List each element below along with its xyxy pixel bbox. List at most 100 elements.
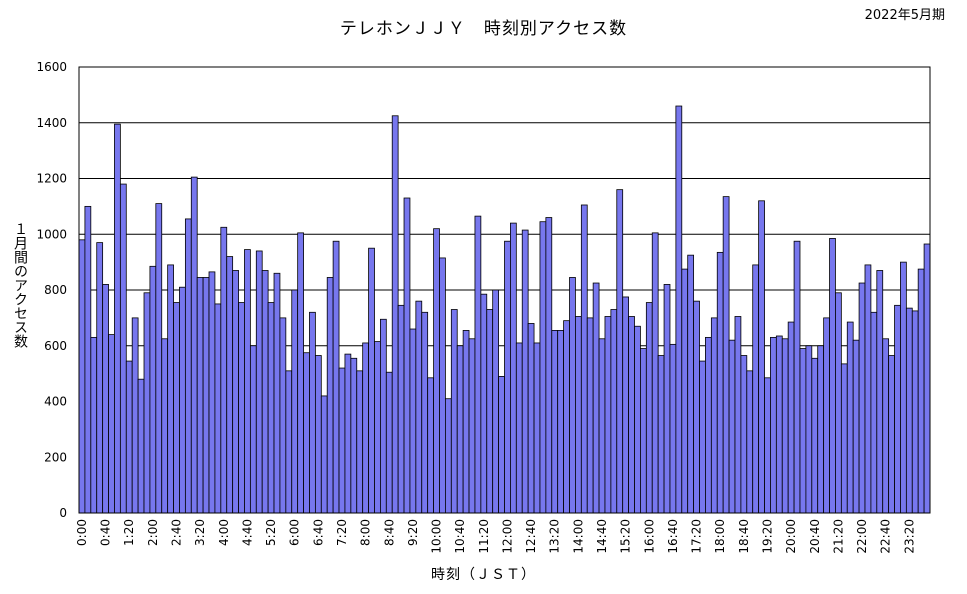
bar: [226, 256, 234, 514]
bar: [397, 304, 405, 514]
bar: [167, 264, 174, 514]
x-tick-label: 18:00: [713, 519, 727, 554]
bar: [669, 343, 677, 514]
bar: [385, 371, 393, 514]
bar: [805, 345, 813, 514]
bar: [598, 338, 606, 514]
bar: [504, 240, 511, 514]
x-tick-label: 0:00: [75, 519, 89, 546]
bar: [580, 204, 588, 514]
bar: [716, 251, 724, 514]
bar: [480, 293, 488, 514]
x-tick-label: 8:40: [382, 519, 396, 546]
bar: [557, 330, 565, 514]
bar: [852, 339, 860, 514]
bar: [96, 242, 104, 514]
bar: [338, 367, 346, 514]
bar: [474, 215, 482, 514]
bar: [492, 289, 499, 514]
bar: [545, 217, 553, 514]
bar: [592, 282, 600, 514]
bar: [752, 264, 760, 514]
bar: [320, 395, 328, 514]
bar: [214, 303, 222, 514]
x-tick-label: 8:00: [359, 519, 373, 546]
bar: [403, 197, 411, 514]
bar: [923, 243, 931, 514]
bar: [415, 300, 423, 514]
bar: [740, 355, 748, 514]
bar: [261, 270, 269, 514]
bar: [911, 310, 919, 514]
bar: [314, 355, 322, 514]
bar: [184, 218, 192, 514]
y-tick-label: 600: [44, 339, 67, 353]
bar: [202, 277, 210, 514]
bar: [291, 289, 299, 514]
bar: [498, 376, 505, 514]
bar: [421, 311, 429, 514]
bar: [409, 328, 417, 514]
x-tick-label: 7:20: [335, 519, 349, 546]
y-tick-label: 1600: [36, 60, 67, 74]
bar: [663, 284, 671, 514]
bar: [758, 200, 765, 514]
x-tick-label: 22:40: [879, 519, 893, 554]
plot-frame: [78, 66, 931, 514]
bar: [303, 352, 310, 514]
bar: [486, 309, 494, 514]
bar: [793, 240, 801, 514]
bar: [917, 268, 925, 514]
bar: [450, 309, 458, 514]
bar: [817, 345, 825, 514]
bar: [78, 239, 86, 514]
bar: [710, 317, 718, 514]
bar: [155, 203, 163, 514]
bar: [173, 302, 180, 514]
bar: [332, 240, 340, 514]
x-tick-label: 3:20: [193, 519, 207, 546]
x-tick-label: 0:40: [99, 519, 113, 546]
bar: [616, 189, 624, 514]
x-tick-label: 12:40: [524, 519, 538, 554]
bar: [775, 335, 783, 514]
bar: [693, 300, 700, 514]
bar: [179, 286, 186, 514]
bar: [870, 311, 878, 514]
y-tick-label: 200: [44, 450, 67, 464]
bar: [344, 353, 352, 514]
bar: [368, 247, 375, 514]
bar: [90, 336, 98, 514]
bar: [391, 115, 399, 514]
bar: [102, 284, 109, 514]
bar: [799, 348, 807, 514]
bar: [882, 338, 890, 514]
y-tick-label: 1200: [36, 172, 67, 186]
bar: [114, 123, 121, 514]
bar: [232, 270, 239, 514]
x-tick-label: 22:00: [855, 519, 869, 554]
x-tick-label: 4:40: [240, 519, 254, 546]
bar: [267, 302, 275, 514]
bar: [894, 304, 901, 514]
y-tick-label: 0: [59, 506, 67, 520]
y-tick-label: 400: [44, 395, 67, 409]
bar: [764, 377, 771, 514]
chart-title: テレホンＪＪＹ 時刻別アクセス数: [339, 19, 628, 39]
y-tick-label: 800: [44, 283, 67, 297]
bar: [196, 277, 204, 514]
bar: [900, 261, 907, 514]
bar: [699, 360, 706, 514]
x-tick-label: 6:40: [311, 519, 325, 546]
bar: [604, 316, 612, 514]
y-tick-label: 1400: [36, 116, 67, 130]
bar: [876, 270, 884, 514]
x-tick-label: 2:40: [170, 519, 184, 546]
y-tick-labels: 0 200 400 600 800 1000 1200 1400 1600: [36, 60, 67, 520]
x-tick-label: 19:20: [760, 519, 774, 554]
x-tick-label: 16:00: [642, 519, 656, 554]
bar: [905, 307, 913, 514]
bar: [279, 317, 287, 514]
bar: [586, 317, 594, 514]
